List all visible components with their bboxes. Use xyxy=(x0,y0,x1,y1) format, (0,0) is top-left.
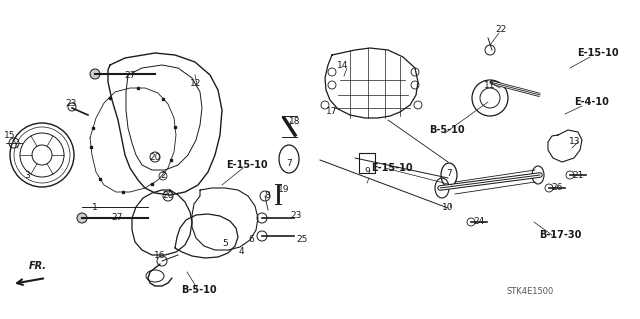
Text: 16: 16 xyxy=(154,250,166,259)
Text: 8: 8 xyxy=(264,191,270,201)
Text: 7: 7 xyxy=(286,159,292,167)
Text: 1: 1 xyxy=(92,203,98,211)
Text: 25: 25 xyxy=(296,235,308,244)
Bar xyxy=(359,153,375,173)
Circle shape xyxy=(90,69,100,79)
Text: 21: 21 xyxy=(572,170,584,180)
Text: 23: 23 xyxy=(291,211,301,220)
Text: FR.: FR. xyxy=(29,261,47,271)
Text: 27: 27 xyxy=(124,70,136,79)
Text: 3: 3 xyxy=(24,172,30,181)
Text: 7: 7 xyxy=(446,169,452,179)
Text: B-5-10: B-5-10 xyxy=(181,285,217,295)
Text: STK4E1500: STK4E1500 xyxy=(506,287,554,296)
Text: 5: 5 xyxy=(222,240,228,249)
Text: 27: 27 xyxy=(111,213,123,222)
Text: 20: 20 xyxy=(149,152,161,161)
Text: 14: 14 xyxy=(337,61,349,70)
Text: 20: 20 xyxy=(163,191,173,201)
Text: 23: 23 xyxy=(65,100,77,108)
Text: 6: 6 xyxy=(248,235,254,244)
Text: E-15-10: E-15-10 xyxy=(226,160,268,170)
Text: 10: 10 xyxy=(442,204,454,212)
Text: 24: 24 xyxy=(474,218,484,226)
Text: E-4-10: E-4-10 xyxy=(575,97,609,107)
Text: 18: 18 xyxy=(289,116,301,125)
Text: E-15-10: E-15-10 xyxy=(577,48,619,58)
Text: 2: 2 xyxy=(160,172,166,181)
Text: 17: 17 xyxy=(326,108,338,116)
Text: 13: 13 xyxy=(569,137,580,145)
Text: 22: 22 xyxy=(495,26,507,34)
Text: 19: 19 xyxy=(278,184,290,194)
Circle shape xyxy=(77,213,87,223)
Text: 4: 4 xyxy=(238,248,244,256)
Text: B-5-10: B-5-10 xyxy=(429,125,465,135)
Text: 12: 12 xyxy=(190,79,202,88)
Text: 15: 15 xyxy=(4,130,16,139)
Text: 11: 11 xyxy=(484,80,496,90)
Text: 26: 26 xyxy=(551,183,563,192)
Text: E-15-10: E-15-10 xyxy=(371,163,413,173)
Text: B-17-30: B-17-30 xyxy=(539,230,581,240)
Text: 9: 9 xyxy=(364,167,370,176)
